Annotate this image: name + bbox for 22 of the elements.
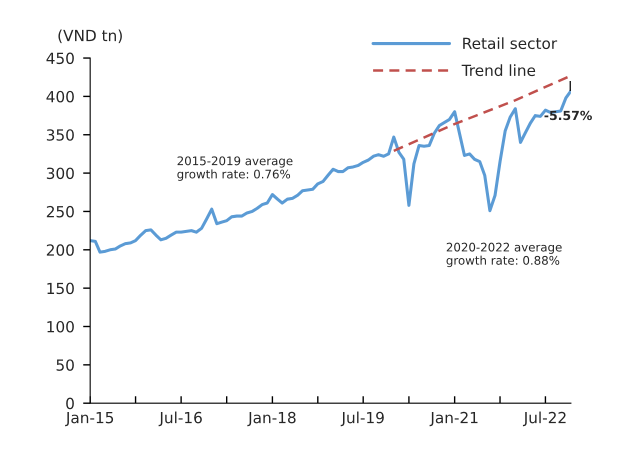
annotation: 2015-2019 average growth rate: 0.76% bbox=[177, 156, 292, 181]
x-tick-label: Jul-22 bbox=[522, 412, 566, 426]
annotation: -5.57% bbox=[544, 110, 592, 120]
y-tick-label: 350 bbox=[46, 129, 74, 141]
y-tick-label: 50 bbox=[56, 359, 74, 371]
y-tick-label: 300 bbox=[46, 168, 74, 180]
y-tick-label: 150 bbox=[47, 282, 74, 294]
x-tick-label: Jan-18 bbox=[247, 412, 296, 426]
y-tick-label: 400 bbox=[46, 90, 74, 102]
y-tick-label: 100 bbox=[47, 320, 74, 333]
x-tick-label: Jul-16 bbox=[158, 412, 202, 426]
y-tick-label: 0 bbox=[66, 398, 74, 410]
y-tick-label: 200 bbox=[46, 244, 74, 256]
x-tick-label: Jan-21 bbox=[430, 412, 478, 426]
annotation: 2020-2022 average growth rate: 0.88% bbox=[446, 242, 562, 268]
x-tick-label: Jul-19 bbox=[340, 412, 384, 426]
legend-label: Trend line bbox=[462, 64, 536, 76]
x-tick-label: Jan-15 bbox=[65, 412, 114, 426]
y-axis-title: (VND tn) bbox=[58, 29, 122, 44]
y-tick-label: 450 bbox=[46, 52, 74, 64]
y-tick-label: 250 bbox=[46, 206, 74, 218]
legend-label: Retail sector bbox=[463, 37, 558, 50]
